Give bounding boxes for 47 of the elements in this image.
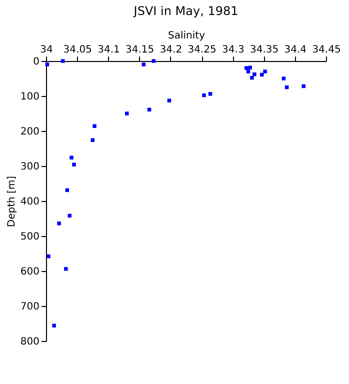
y-axis-title: Depth [m] (6, 176, 18, 228)
y-tick-label: 700 (20, 302, 40, 312)
x-tick-label: 34.2 (160, 44, 182, 56)
x-tick-label: 34.3 (222, 44, 244, 56)
y-tick-label: 400 (20, 196, 40, 208)
x-tick-label: 34.05 (63, 44, 92, 56)
x-tick-label: 34.4 (284, 44, 307, 56)
x-tick-label: 34.1 (98, 44, 120, 56)
point (246, 70, 250, 74)
point (90, 138, 95, 142)
x-tick-label: 34.15 (126, 44, 154, 56)
point (260, 72, 264, 77)
x-tick-label: 34.35 (250, 44, 279, 56)
point (152, 59, 156, 63)
point (70, 156, 74, 160)
x-axis-title: Salinity (168, 30, 206, 42)
point (244, 66, 248, 70)
y-tick-label: 600 (20, 266, 40, 278)
x-tick-label: 34.45 (312, 44, 341, 56)
y-tick-label: 800 (20, 336, 40, 348)
point (52, 324, 56, 328)
y-tick-label: 300 (20, 162, 40, 172)
point (252, 72, 256, 76)
y-tick-label: 100 (20, 92, 40, 102)
point (167, 98, 172, 102)
point (57, 222, 61, 226)
point (282, 76, 286, 80)
point (202, 93, 206, 98)
x-tick-label: 34 (40, 44, 53, 56)
chart-title: JSVI in May, 1981 (132, 4, 238, 18)
point (45, 62, 50, 66)
point (142, 62, 146, 66)
point (92, 124, 96, 128)
point (263, 70, 267, 74)
point (208, 92, 212, 96)
y-tick-label: 0 (33, 56, 40, 68)
point (248, 66, 252, 70)
y-tick-label: 500 (20, 232, 40, 242)
point (302, 84, 306, 88)
point (64, 267, 68, 271)
point (72, 162, 76, 166)
y-tick-label: 200 (20, 126, 40, 138)
point (250, 76, 254, 80)
point (60, 59, 65, 63)
point (46, 254, 50, 258)
point (125, 112, 129, 116)
x-tick-label: 34.25 (188, 44, 216, 56)
